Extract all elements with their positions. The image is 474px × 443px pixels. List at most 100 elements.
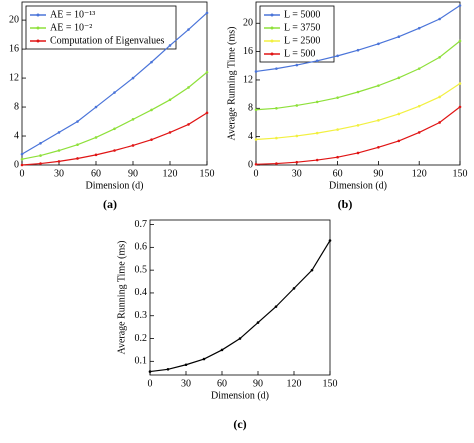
- y-tick-label: 0.7: [135, 219, 148, 230]
- point: [131, 144, 135, 147]
- point: [438, 121, 441, 124]
- point: [458, 39, 462, 43]
- point: [315, 131, 319, 135]
- x-tick-label: 0: [20, 168, 25, 179]
- legend-label: AE = 10⁻²: [50, 22, 92, 33]
- point: [275, 162, 278, 165]
- point: [274, 305, 278, 308]
- point: [397, 139, 401, 143]
- plot-frame: [149, 219, 331, 376]
- y-tick-label: 8: [248, 103, 253, 114]
- panel-label: (b): [338, 197, 353, 211]
- point: [39, 141, 42, 145]
- point: [76, 143, 79, 147]
- point: [20, 157, 24, 161]
- point: [315, 158, 319, 162]
- point: [39, 154, 42, 157]
- legend-marker: [36, 39, 40, 43]
- y-tick-label: 8: [14, 101, 19, 112]
- x-axis-label: Dimension (d): [85, 180, 143, 191]
- point: [295, 160, 299, 164]
- x-axis-label: Dimension (d): [211, 390, 269, 401]
- point: [336, 96, 339, 99]
- x-tick-label: 60: [91, 168, 101, 179]
- x-tick-label: 0: [148, 378, 153, 389]
- y-tick-label: 20: [243, 18, 253, 29]
- y-tick-label: 0: [14, 159, 19, 170]
- x-tick-label: 60: [217, 378, 227, 389]
- point: [336, 128, 339, 131]
- point: [458, 105, 462, 109]
- legend-label: L = 2500: [284, 35, 320, 46]
- point: [256, 321, 260, 324]
- y-tick-label: 12: [243, 74, 253, 85]
- y-tick-label: 0.6: [135, 242, 148, 253]
- series-line: [149, 240, 331, 373]
- point: [205, 11, 209, 15]
- x-tick-label: 120: [163, 168, 178, 179]
- x-tick-label: 30: [292, 168, 302, 179]
- point: [458, 4, 462, 7]
- x-tick-label: 150: [200, 168, 215, 179]
- point: [254, 138, 258, 141]
- x-tick-label: 30: [54, 168, 64, 179]
- y-tick-label: 0.1: [135, 356, 148, 367]
- point: [76, 157, 79, 160]
- point: [295, 104, 299, 107]
- point: [417, 131, 421, 134]
- point: [275, 136, 278, 140]
- point: [168, 98, 172, 102]
- point: [113, 149, 116, 152]
- point: [166, 368, 170, 371]
- point: [417, 26, 421, 30]
- point: [377, 42, 380, 46]
- point: [328, 239, 332, 242]
- point: [295, 63, 299, 67]
- y-tick-label: 20: [9, 14, 19, 25]
- point: [131, 76, 135, 80]
- y-tick-label: 0.5: [135, 264, 148, 275]
- panel-label: (a): [103, 197, 117, 211]
- legend-label: Computation of Eigenvalues: [50, 35, 165, 46]
- x-tick-label: 90: [253, 378, 263, 389]
- y-tick-label: 0: [248, 159, 253, 170]
- point: [57, 149, 61, 152]
- point: [356, 151, 360, 155]
- legend-marker: [270, 39, 274, 43]
- point: [205, 111, 209, 115]
- point: [336, 155, 339, 159]
- x-tick-label: 30: [181, 378, 191, 389]
- legend-marker: [270, 52, 274, 56]
- legend-label: L = 3750: [284, 22, 320, 33]
- point: [76, 120, 79, 123]
- point: [150, 60, 153, 64]
- point: [150, 138, 153, 141]
- point: [168, 44, 172, 47]
- point: [94, 153, 98, 157]
- point: [315, 59, 319, 63]
- point: [20, 152, 24, 156]
- point: [377, 119, 380, 122]
- series-line: [21, 112, 208, 166]
- legend-box: [25, 5, 177, 50]
- y-tick-label: 16: [9, 43, 19, 54]
- series-line: [21, 71, 208, 160]
- x-tick-label: 60: [333, 168, 343, 179]
- point: [254, 162, 258, 166]
- point: [356, 124, 360, 127]
- point: [187, 123, 190, 126]
- x-tick-label: 120: [287, 378, 302, 389]
- legend-label: L = 5000: [284, 9, 320, 20]
- point: [315, 100, 319, 104]
- point: [458, 82, 462, 85]
- point: [377, 84, 380, 87]
- point: [356, 48, 360, 52]
- legend-marker: [270, 26, 274, 30]
- point: [148, 370, 152, 373]
- point: [356, 90, 360, 94]
- point: [94, 105, 98, 109]
- point: [113, 91, 116, 94]
- legend-marker: [36, 26, 40, 30]
- series-line: [255, 106, 461, 165]
